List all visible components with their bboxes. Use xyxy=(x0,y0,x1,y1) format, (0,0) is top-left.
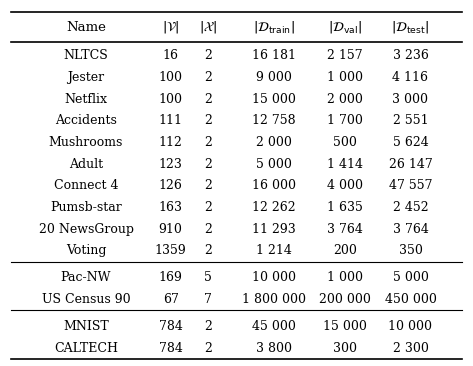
Text: 2 000: 2 000 xyxy=(327,93,363,105)
Text: Netflix: Netflix xyxy=(64,93,107,105)
Text: NLTCS: NLTCS xyxy=(64,49,108,62)
Text: 112: 112 xyxy=(159,136,183,149)
Text: Pac-NW: Pac-NW xyxy=(61,271,111,284)
Text: 2: 2 xyxy=(204,320,212,333)
Text: 2: 2 xyxy=(204,179,212,192)
Text: 4 116: 4 116 xyxy=(393,71,429,84)
Text: US Census 90: US Census 90 xyxy=(42,293,131,306)
Text: 2: 2 xyxy=(204,244,212,257)
Text: 2: 2 xyxy=(204,342,212,355)
Text: 11 293: 11 293 xyxy=(252,223,296,236)
Text: 126: 126 xyxy=(159,179,183,192)
Text: Accidents: Accidents xyxy=(55,114,117,127)
Text: 2: 2 xyxy=(204,157,212,171)
Text: Jester: Jester xyxy=(68,71,105,84)
Text: 2 551: 2 551 xyxy=(393,114,428,127)
Text: 5: 5 xyxy=(204,271,212,284)
Text: 784: 784 xyxy=(159,342,183,355)
Text: 20 NewsGroup: 20 NewsGroup xyxy=(38,223,133,236)
Text: 15 000: 15 000 xyxy=(323,320,367,333)
Text: 9 000: 9 000 xyxy=(256,71,292,84)
Text: $|\mathcal{V}|$: $|\mathcal{V}|$ xyxy=(162,19,179,35)
Text: 300: 300 xyxy=(333,342,357,355)
Text: $|\mathcal{X}|$: $|\mathcal{X}|$ xyxy=(199,19,218,35)
Text: 10 000: 10 000 xyxy=(252,271,296,284)
Text: $|\mathcal{D}_{\mathrm{val}}|$: $|\mathcal{D}_{\mathrm{val}}|$ xyxy=(328,19,362,35)
Text: 2: 2 xyxy=(204,49,212,62)
Text: 2 452: 2 452 xyxy=(393,201,428,214)
Text: 2: 2 xyxy=(204,223,212,236)
Text: 26 147: 26 147 xyxy=(389,157,432,171)
Text: 910: 910 xyxy=(159,223,183,236)
Text: 5 624: 5 624 xyxy=(393,136,429,149)
Text: 1359: 1359 xyxy=(155,244,186,257)
Text: 5 000: 5 000 xyxy=(393,271,429,284)
Text: 16 181: 16 181 xyxy=(252,49,296,62)
Text: Pumsb-star: Pumsb-star xyxy=(50,201,122,214)
Text: 123: 123 xyxy=(159,157,183,171)
Text: 3 236: 3 236 xyxy=(393,49,429,62)
Text: 15 000: 15 000 xyxy=(252,93,296,105)
Text: 3 764: 3 764 xyxy=(327,223,363,236)
Text: 200: 200 xyxy=(333,244,357,257)
Text: Voting: Voting xyxy=(66,244,106,257)
Text: 500: 500 xyxy=(333,136,357,149)
Text: 2: 2 xyxy=(204,93,212,105)
Text: Adult: Adult xyxy=(69,157,103,171)
Text: $|\mathcal{D}_{\mathrm{test}}|$: $|\mathcal{D}_{\mathrm{test}}|$ xyxy=(392,19,429,35)
Text: 111: 111 xyxy=(158,114,183,127)
Text: 169: 169 xyxy=(159,271,183,284)
Text: Name: Name xyxy=(66,20,106,34)
Text: 2: 2 xyxy=(204,136,212,149)
Text: $|\mathcal{D}_{\mathrm{train}}|$: $|\mathcal{D}_{\mathrm{train}}|$ xyxy=(253,19,295,35)
Text: 12 758: 12 758 xyxy=(252,114,296,127)
Text: 10 000: 10 000 xyxy=(388,320,432,333)
Text: 450 000: 450 000 xyxy=(385,293,437,306)
Text: 3 800: 3 800 xyxy=(256,342,292,355)
Text: 2 000: 2 000 xyxy=(256,136,292,149)
Text: 67: 67 xyxy=(163,293,179,306)
Text: 784: 784 xyxy=(159,320,183,333)
Text: 4 000: 4 000 xyxy=(327,179,363,192)
Text: CALTECH: CALTECH xyxy=(54,342,118,355)
Text: 3 764: 3 764 xyxy=(393,223,429,236)
Text: Mushrooms: Mushrooms xyxy=(49,136,123,149)
Text: 2: 2 xyxy=(204,114,212,127)
Text: 5 000: 5 000 xyxy=(256,157,292,171)
Text: 1 635: 1 635 xyxy=(327,201,363,214)
Text: 1 414: 1 414 xyxy=(327,157,363,171)
Text: 1 000: 1 000 xyxy=(327,71,363,84)
Text: 2: 2 xyxy=(204,71,212,84)
Text: 1 800 000: 1 800 000 xyxy=(242,293,306,306)
Text: 45 000: 45 000 xyxy=(252,320,296,333)
Text: 16: 16 xyxy=(163,49,179,62)
Text: 3 000: 3 000 xyxy=(393,93,429,105)
Text: 2: 2 xyxy=(204,201,212,214)
Text: 16 000: 16 000 xyxy=(252,179,296,192)
Text: 100: 100 xyxy=(158,71,183,84)
Text: 100: 100 xyxy=(158,93,183,105)
Text: 1 000: 1 000 xyxy=(327,271,363,284)
Text: MNIST: MNIST xyxy=(63,320,109,333)
Text: 2 157: 2 157 xyxy=(327,49,362,62)
Text: 200 000: 200 000 xyxy=(319,293,370,306)
Text: 7: 7 xyxy=(204,293,212,306)
Text: 163: 163 xyxy=(158,201,183,214)
Text: 1 700: 1 700 xyxy=(327,114,363,127)
Text: 2 300: 2 300 xyxy=(393,342,429,355)
Text: Connect 4: Connect 4 xyxy=(54,179,118,192)
Text: 12 262: 12 262 xyxy=(252,201,296,214)
Text: 350: 350 xyxy=(399,244,422,257)
Text: 1 214: 1 214 xyxy=(256,244,292,257)
Text: 47 557: 47 557 xyxy=(389,179,432,192)
